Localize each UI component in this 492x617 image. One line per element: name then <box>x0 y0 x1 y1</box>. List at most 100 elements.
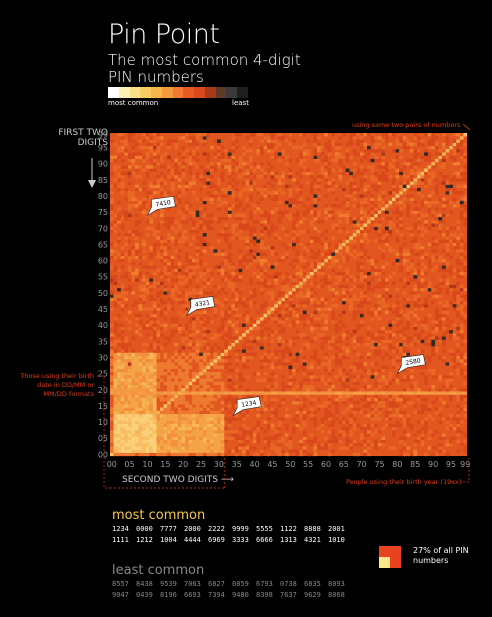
heatmap-cell <box>177 388 182 392</box>
heatmap-cell <box>170 288 175 292</box>
heatmap-cell <box>302 165 307 169</box>
heatmap-cell <box>288 304 293 308</box>
heatmap-cell <box>159 397 164 402</box>
heatmap-cell <box>452 155 457 159</box>
heatmap-cell <box>181 191 186 195</box>
heatmap-cell <box>342 242 346 247</box>
heatmap-cell <box>409 310 414 315</box>
heatmap-cell <box>134 300 139 305</box>
heatmap-cell <box>384 384 389 389</box>
heatmap-cell <box>117 414 121 418</box>
heatmap-cell <box>277 142 282 147</box>
heatmap-cell <box>152 384 157 389</box>
heatmap-cell <box>306 313 311 318</box>
heatmap-cell <box>259 452 264 457</box>
heatmap-cell <box>345 349 350 353</box>
heatmap-cell <box>159 258 164 263</box>
heatmap-cell <box>259 346 264 350</box>
heatmap-cell <box>267 326 271 331</box>
heatmap-cell <box>388 323 393 327</box>
heatmap-cell <box>249 216 253 221</box>
heatmap-cell <box>238 226 243 231</box>
heatmap-cell <box>456 300 461 305</box>
heatmap-cell <box>463 372 468 376</box>
heatmap-cell <box>181 162 186 166</box>
heatmap-cell <box>188 165 193 169</box>
heatmap-cell <box>434 223 439 227</box>
heatmap-cell <box>456 420 461 424</box>
heatmap-cell <box>117 443 121 447</box>
heatmap-cell <box>242 342 246 347</box>
heatmap-cell <box>263 246 268 250</box>
heatmap-cell <box>281 355 286 360</box>
heatmap-cell <box>309 275 314 279</box>
heatmap-cell <box>284 233 289 237</box>
heatmap-cell <box>184 423 189 428</box>
heatmap-cell <box>345 236 350 240</box>
heatmap-cell <box>149 317 153 321</box>
heatmap-cell <box>367 326 371 331</box>
heatmap-cell <box>302 304 307 308</box>
heatmap-cell <box>402 136 407 140</box>
heatmap-cell <box>327 397 332 402</box>
heatmap-cell <box>252 323 257 327</box>
heatmap-cell <box>245 204 250 208</box>
heatmap-cell <box>220 158 225 163</box>
heatmap-cell <box>359 313 364 318</box>
heatmap-cell <box>302 449 307 453</box>
heatmap-cell <box>331 252 336 256</box>
heatmap-cell <box>238 443 243 447</box>
heatmap-cell <box>367 352 371 357</box>
heatmap-cell <box>367 271 371 276</box>
heatmap-cell <box>381 443 386 447</box>
heatmap-cell <box>445 181 450 185</box>
heatmap-cell <box>242 181 246 185</box>
heatmap-cell <box>131 407 136 411</box>
heatmap-cell <box>120 133 125 137</box>
heatmap-cell <box>267 342 271 347</box>
heatmap-cell <box>384 165 389 169</box>
heatmap-cell <box>370 268 375 273</box>
heatmap-cell <box>417 242 421 247</box>
heatmap-cell <box>220 430 225 434</box>
heatmap-cell <box>359 362 364 366</box>
heatmap-cell <box>342 410 346 415</box>
heatmap-cell <box>438 443 443 447</box>
heatmap-cell <box>149 197 153 201</box>
heatmap-cell <box>120 136 125 140</box>
heatmap-cell <box>424 378 428 382</box>
heatmap-cell <box>192 375 196 379</box>
heatmap-cell <box>259 278 264 282</box>
heatmap-cell <box>249 155 253 159</box>
heatmap-cell <box>367 281 371 285</box>
heatmap-cell <box>284 200 289 205</box>
heatmap-cell <box>445 304 450 308</box>
heatmap-cell <box>234 339 239 344</box>
heatmap-cell <box>334 417 339 421</box>
heatmap-cell <box>395 397 400 402</box>
heatmap-cell <box>242 333 246 337</box>
heatmap-cell <box>206 401 211 405</box>
heatmap-cell <box>184 291 189 295</box>
heatmap-cell <box>274 433 278 437</box>
heatmap-cell <box>456 133 461 137</box>
heatmap-cell <box>167 223 171 227</box>
heatmap-cell <box>445 330 450 334</box>
heatmap-cell <box>245 223 250 227</box>
heatmap-cell <box>349 239 353 243</box>
heatmap-cell <box>120 443 125 447</box>
heatmap-cell <box>349 139 353 143</box>
heatmap-cell <box>110 359 114 363</box>
heatmap-cell <box>399 359 403 363</box>
heatmap-cell <box>384 346 389 350</box>
heatmap-cell <box>331 355 336 360</box>
heatmap-cell <box>213 446 218 450</box>
heatmap-cell <box>202 242 207 247</box>
heatmap-cell <box>267 139 271 143</box>
heatmap-cell <box>331 187 336 192</box>
heatmap-cell <box>299 242 303 247</box>
heatmap-cell <box>309 365 314 369</box>
heatmap-cell <box>224 271 228 276</box>
heatmap-cell <box>184 133 189 137</box>
heatmap-cell <box>149 297 153 302</box>
